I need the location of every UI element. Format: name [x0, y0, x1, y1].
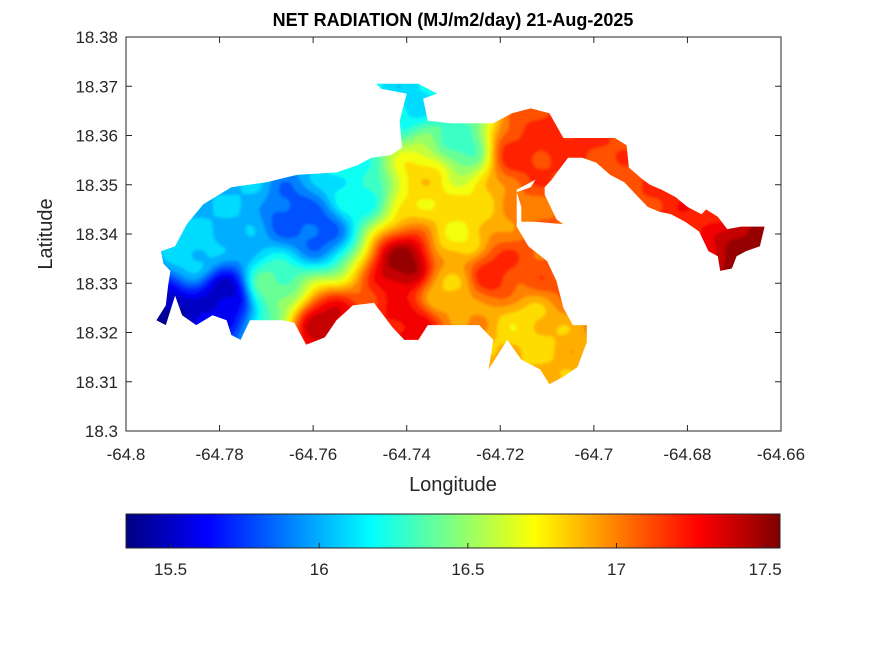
x-tick-label: -64.7 [574, 445, 613, 464]
x-tick-label: -64.74 [383, 445, 431, 464]
colorbar: 15.5 16 16.5 17 17.5 [125, 513, 782, 579]
colorbar-tick-label: 17.5 [749, 560, 782, 579]
colorbar-frame [125, 513, 781, 549]
y-tick-label: 18.37 [75, 77, 118, 96]
chart-title: NET RADIATION (MJ/m2/day) 21-Aug-2025 [273, 10, 634, 30]
x-tick-label: -64.76 [289, 445, 337, 464]
colorbar-tick-label: 16 [310, 560, 329, 579]
y-tick-label: 18.33 [75, 274, 118, 293]
y-tick-label: 18.36 [75, 127, 118, 146]
y-tick-label: 18.35 [75, 176, 118, 195]
x-axis-label: Longitude [409, 474, 497, 496]
y-tick-label: 18.34 [75, 225, 118, 244]
x-tick-label: -64.66 [757, 445, 805, 464]
x-tick-label: -64.78 [195, 445, 243, 464]
x-tick-label: -64.8 [107, 445, 146, 464]
x-tick-label: -64.72 [476, 445, 524, 464]
y-axis-ticks: 18.3 18.31 18.32 18.33 18.34 18.35 18.36 18.37 1… [75, 28, 781, 441]
y-tick-label: 18.31 [75, 373, 118, 392]
y-axis-label: Latitude [35, 198, 57, 269]
y-tick-label: 18.32 [75, 324, 118, 343]
x-tick-label: -64.68 [663, 445, 711, 464]
colorbar-ticks: 15.5 16 16.5 17 17.5 [154, 543, 782, 579]
x-axis-ticks: -64.8 -64.78 -64.76 -64.74 -64.72 -64.7 -64.68… [107, 37, 805, 464]
colorbar-tick-label: 15.5 [154, 560, 187, 579]
colorbar-tick-label: 17 [607, 560, 626, 579]
plot-area: -64.8 -64.78 -64.76 -64.74 -64.72 -64.7 -64.68… [75, 28, 805, 464]
colorbar-gradient [126, 514, 780, 548]
y-tick-label: 18.3 [85, 422, 118, 441]
colorbar-tick-label: 16.5 [451, 560, 484, 579]
y-tick-label: 18.38 [75, 28, 118, 47]
